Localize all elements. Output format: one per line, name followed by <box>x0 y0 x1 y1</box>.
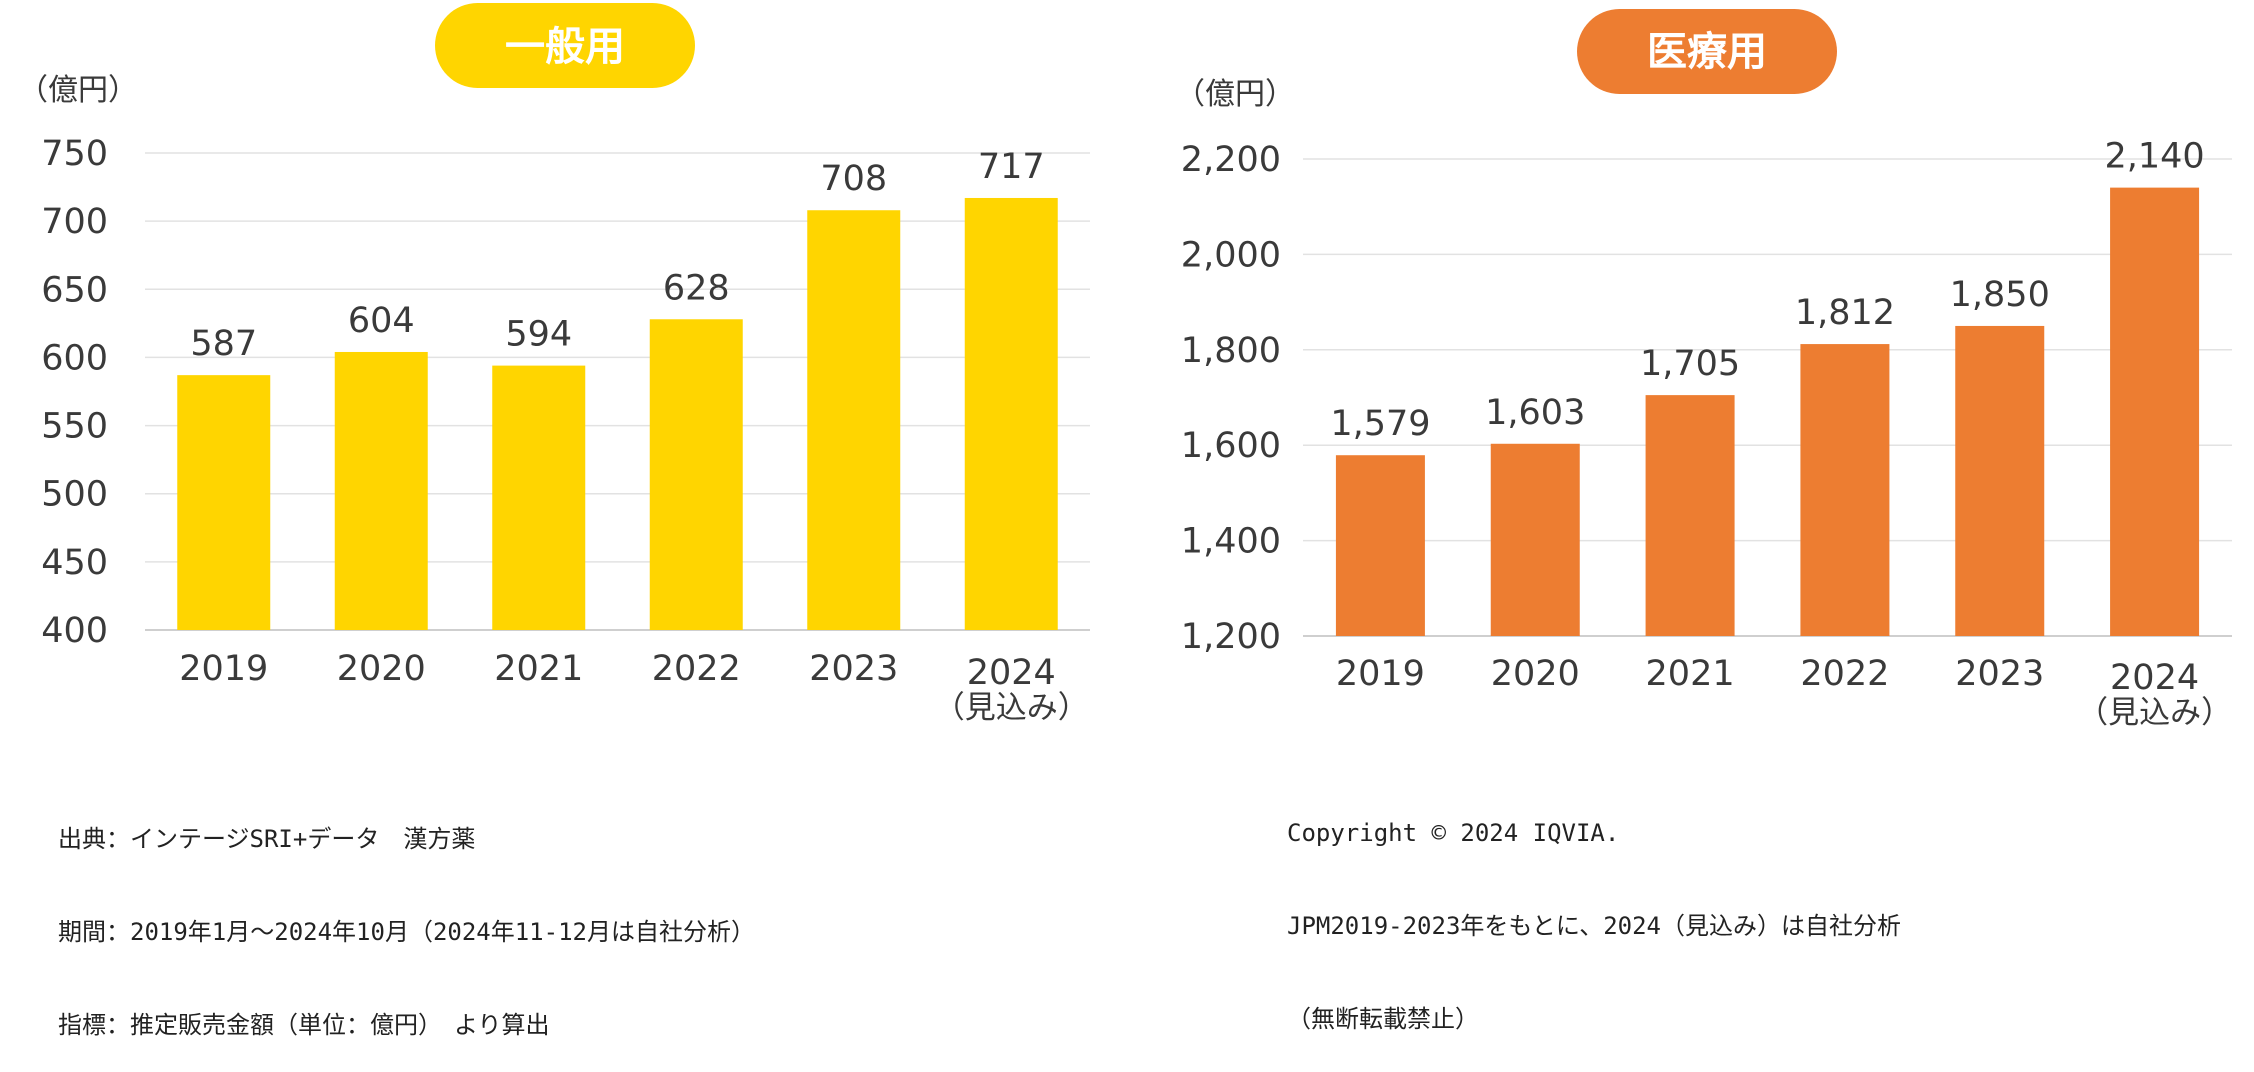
y-tick-label: 650 <box>41 270 108 310</box>
x-tick-label: 2024 <box>2110 658 2199 698</box>
y-tick-label: 750 <box>41 134 108 174</box>
y-tick-label: 2,200 <box>1181 140 1281 180</box>
no-reprint-line: （無断転載禁止） <box>1287 1005 1479 1033</box>
y-tick-label: 550 <box>41 407 108 447</box>
data-label: 1,579 <box>1330 404 1430 444</box>
basis-line: JPM2019-2023年をもとに、2024（見込み）は自社分析 <box>1287 912 1901 940</box>
chart-title: 一般用 <box>505 24 625 70</box>
y-tick-label: 1,600 <box>1181 426 1281 466</box>
chart-title: 医療用 <box>1647 29 1767 75</box>
data-label: 587 <box>190 324 257 364</box>
y-tick-label: 400 <box>41 611 108 651</box>
x-tick-label: 2022 <box>1800 654 1889 694</box>
data-label: 594 <box>505 315 572 355</box>
charts-canvas: 一般用 （億円） 400 450 500 550 600 650 700 750 587 2019 60… <box>18 3 2232 731</box>
bar <box>2110 187 2200 636</box>
x-tick-label: 2024 <box>967 653 1056 693</box>
metric-line: 指標：推定販売金額（単位：億円） より算出 <box>58 1011 550 1039</box>
y-tick-label: 700 <box>41 202 108 242</box>
y-tick-label: 1,400 <box>1181 522 1281 562</box>
x-tick-label: 2019 <box>179 649 268 689</box>
bar <box>649 319 743 630</box>
source-line: 出典：インテージSRI+データ 漢方薬 <box>58 825 476 853</box>
data-label: 2,140 <box>2104 137 2204 177</box>
x-tick-label: 2020 <box>337 649 426 689</box>
x-tick-label: 2019 <box>1336 654 1425 694</box>
bar <box>334 351 428 630</box>
x-tick-sublabel: （見込み） <box>934 690 1089 726</box>
x-tick-sublabel: （見込み） <box>2077 695 2232 731</box>
y-tick-label: 500 <box>41 475 108 515</box>
bar <box>492 365 586 630</box>
data-label: 717 <box>978 147 1045 187</box>
copyright-line: Copyright © 2024 IQVIA. <box>1287 819 1620 847</box>
y-unit-label: （億円） <box>1175 77 1295 112</box>
bar <box>1490 443 1580 636</box>
bar <box>807 210 901 631</box>
data-label: 628 <box>663 268 730 308</box>
x-tick-label: 2021 <box>494 649 583 689</box>
data-label: 604 <box>348 301 415 341</box>
x-tick-label: 2022 <box>652 649 741 689</box>
bar <box>1645 395 1735 636</box>
x-tick-label: 2023 <box>809 649 898 689</box>
x-tick-label: 2023 <box>1955 654 2044 694</box>
x-tick-label: 2020 <box>1491 654 1580 694</box>
data-label: 1,705 <box>1640 344 1740 384</box>
source-notes-right: Copyright © 2024 IQVIA. JPM2019-2023年をもと… <box>1287 756 1901 1066</box>
bar <box>1335 455 1425 636</box>
y-tick-label: 1,200 <box>1181 617 1281 657</box>
bar <box>1800 344 1890 636</box>
bar <box>177 375 271 630</box>
data-label: 708 <box>820 159 887 199</box>
period-line: 期間：2019年1月～2024年10月（2024年11-12月は自社分析） <box>58 918 755 946</box>
chart-title-pill <box>435 3 695 88</box>
source-notes-left: 出典：インテージSRI+データ 漢方薬 期間：2019年1月～2024年10月（… <box>58 762 755 1072</box>
y-tick-label: 450 <box>41 543 108 583</box>
chart-title-pill <box>1577 9 1837 94</box>
data-label: 1,850 <box>1950 275 2050 315</box>
bar <box>1955 325 2045 636</box>
y-tick-label: 1,800 <box>1181 331 1281 371</box>
y-tick-label: 2,000 <box>1181 235 1281 275</box>
x-tick-label: 2021 <box>1646 654 1735 694</box>
data-label: 1,603 <box>1485 393 1585 433</box>
data-label: 1,812 <box>1795 293 1895 333</box>
y-unit-label: （億円） <box>18 73 138 108</box>
bar <box>964 197 1058 630</box>
y-tick-label: 600 <box>41 338 108 378</box>
